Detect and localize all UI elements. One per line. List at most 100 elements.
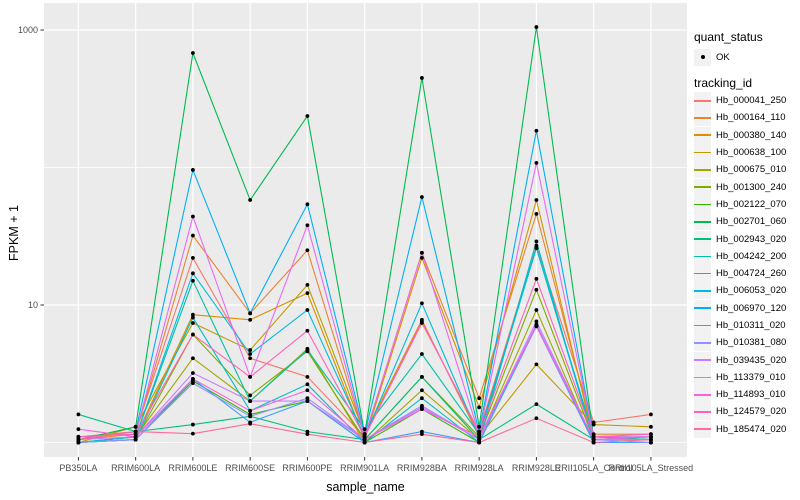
data-point	[534, 198, 539, 202]
data-point	[191, 381, 195, 386]
data-point	[248, 374, 253, 379]
data-point	[191, 51, 195, 55]
data-point	[420, 256, 424, 260]
data-point	[477, 440, 482, 445]
data-point	[534, 324, 539, 329]
data-point	[420, 388, 424, 393]
x-tick-label: RRIM600LA	[111, 463, 160, 473]
line-key-icon	[694, 230, 711, 248]
legend-item-Hb_039435_020: Hb_039435_020	[694, 351, 800, 369]
data-point	[191, 356, 195, 361]
legend-label-ok: OK	[716, 51, 730, 63]
data-point	[305, 114, 310, 118]
data-point	[305, 396, 310, 401]
legend-item-Hb_004242_200: Hb_004242_200	[694, 247, 800, 265]
x-tick-label: RRIM928LA	[455, 463, 504, 473]
data-point	[362, 432, 367, 437]
line-key-icon	[694, 161, 711, 179]
data-point	[477, 405, 482, 410]
line-key-icon	[694, 403, 711, 421]
data-point	[420, 352, 424, 356]
data-point	[305, 399, 310, 404]
data-point	[305, 308, 310, 312]
point-key-icon	[694, 48, 711, 66]
data-point	[534, 161, 539, 165]
data-point	[534, 246, 539, 250]
data-point	[649, 412, 653, 417]
legend-item-Hb_114893_010: Hb_114893_010	[694, 386, 800, 404]
data-point	[534, 287, 539, 292]
data-point	[420, 374, 424, 379]
x-tick-label: RRIM901LA	[340, 463, 389, 473]
data-point	[76, 434, 81, 439]
legend-label: Hb_004242_200	[716, 250, 787, 262]
legend-label: Hb_185474_020	[716, 423, 787, 435]
data-point	[477, 424, 482, 429]
y-tick-label: 1000	[18, 25, 38, 35]
data-point	[649, 424, 653, 429]
legend-item-Hb_010311_020: Hb_010311_020	[694, 317, 800, 334]
legend-label: Hb_004724_260	[716, 268, 787, 280]
legend-label: Hb_002701_060	[716, 216, 787, 228]
data-point	[248, 311, 253, 316]
legend-title-quant-status: quant_status	[694, 30, 763, 44]
line-key-icon	[694, 334, 711, 352]
data-point	[305, 223, 310, 228]
legend-label: Hb_010311_020	[716, 320, 786, 331]
data-point	[305, 348, 310, 352]
legend-item-Hb_006053_020: Hb_006053_020	[694, 282, 800, 300]
data-point	[420, 319, 424, 324]
data-point	[191, 422, 195, 427]
line-key-icon	[694, 213, 711, 231]
data-point	[305, 388, 310, 393]
data-point	[362, 434, 367, 439]
x-tick-label: RRIM928BA	[397, 463, 447, 473]
legend-label: Hb_006970_120	[716, 302, 787, 314]
legend-label: Hb_000380_140	[716, 129, 787, 141]
line-key-icon	[694, 265, 711, 283]
legend-label: Hb_039435_020	[716, 354, 787, 366]
data-point	[534, 25, 539, 29]
legend-item-Hb_185474_020: Hb_185474_020	[694, 420, 800, 438]
data-point	[248, 348, 253, 352]
data-point	[191, 332, 195, 337]
legend-label: Hb_113379_010	[716, 371, 786, 383]
data-point	[248, 317, 253, 322]
x-tick-label: PB350LA	[59, 463, 97, 473]
data-point	[248, 399, 253, 404]
y-axis-title: FPKM + 1	[7, 205, 21, 261]
data-point	[76, 427, 81, 432]
data-point	[191, 312, 195, 317]
line-key-icon	[694, 109, 711, 127]
legend-item-Hb_004724_260: Hb_004724_260	[694, 265, 800, 283]
data-point	[248, 421, 253, 426]
data-point	[420, 76, 424, 80]
legend-item-Hb_000638_100: Hb_000638_100	[694, 144, 800, 162]
data-point	[133, 429, 138, 434]
data-point	[534, 276, 539, 281]
line-key-icon	[694, 282, 711, 300]
line-key-icon	[694, 247, 711, 265]
legend-label: Hb_010381_080	[716, 337, 787, 349]
data-point	[133, 424, 138, 429]
data-point	[534, 319, 539, 324]
line-key-icon	[694, 178, 711, 196]
data-point	[76, 440, 81, 445]
legend-item-Hb_000164_110: Hb_000164_110	[694, 109, 800, 127]
y-tick-label: 10	[28, 300, 38, 310]
legend-label: Hb_002943_020	[716, 233, 787, 245]
line-key-icon	[694, 351, 711, 369]
data-point	[534, 211, 539, 216]
data-point	[305, 382, 310, 387]
data-point	[305, 291, 310, 296]
x-axis-title: sample_name	[326, 480, 405, 494]
data-point	[420, 195, 424, 199]
legend-item-Hb_000041_250: Hb_000041_250	[694, 92, 800, 110]
data-point	[191, 371, 195, 375]
legend-label: Hb_001300_240	[716, 181, 787, 193]
data-point	[420, 407, 424, 411]
x-tick-label: RRIM600LE	[168, 463, 217, 473]
data-point	[305, 202, 310, 207]
